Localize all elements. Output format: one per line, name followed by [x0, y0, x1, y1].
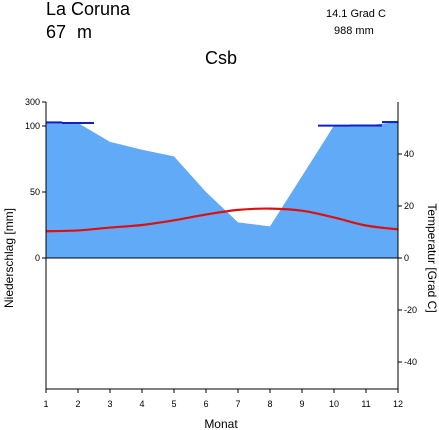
- left-axis-label: Niederschlag [mm]: [2, 208, 16, 308]
- x-tick-label: 8: [267, 399, 272, 409]
- x-tick-label: 9: [299, 399, 304, 409]
- temperature-line: [45, 207, 399, 233]
- station-altitude: 67 m: [46, 22, 93, 42]
- x-tick-label: 12: [393, 399, 403, 409]
- station-name: La Coruna: [46, 0, 131, 19]
- x-tick-label: 1: [43, 399, 48, 409]
- mean-temperature: 14.1 Grad C: [326, 8, 386, 20]
- precipitation-layer: [45, 121, 399, 258]
- x-tick-label: 7: [235, 399, 240, 409]
- x-tick-label: 6: [203, 399, 208, 409]
- precipitation-area: [46, 122, 398, 258]
- x-axis-label: Monat: [204, 417, 238, 430]
- annual-precipitation: 988 mm: [334, 25, 374, 37]
- left-tick-label: 100: [25, 121, 40, 131]
- left-tick-label: 50: [30, 187, 40, 197]
- x-tick-label: 3: [107, 399, 112, 409]
- left-tick-label: 300: [25, 97, 40, 107]
- right-tick-label: 20: [404, 201, 414, 211]
- right-tick-label: 0: [404, 253, 409, 263]
- x-tick-label: 10: [329, 399, 339, 409]
- x-tick-label: 4: [139, 399, 144, 409]
- temperature-layer: [45, 207, 399, 233]
- x-tick-label: 5: [171, 399, 176, 409]
- x-tick-label: 2: [75, 399, 80, 409]
- right-axis-label: Temperatur [Grad C]: [425, 203, 439, 312]
- right-tick-label: -20: [404, 305, 417, 315]
- right-tick-label: 40: [404, 149, 414, 159]
- left-tick-label: 0: [35, 253, 40, 263]
- x-tick-label: 11: [361, 399, 370, 409]
- climate-classification: Csb: [205, 48, 238, 68]
- right-tick-label: -40: [404, 357, 417, 367]
